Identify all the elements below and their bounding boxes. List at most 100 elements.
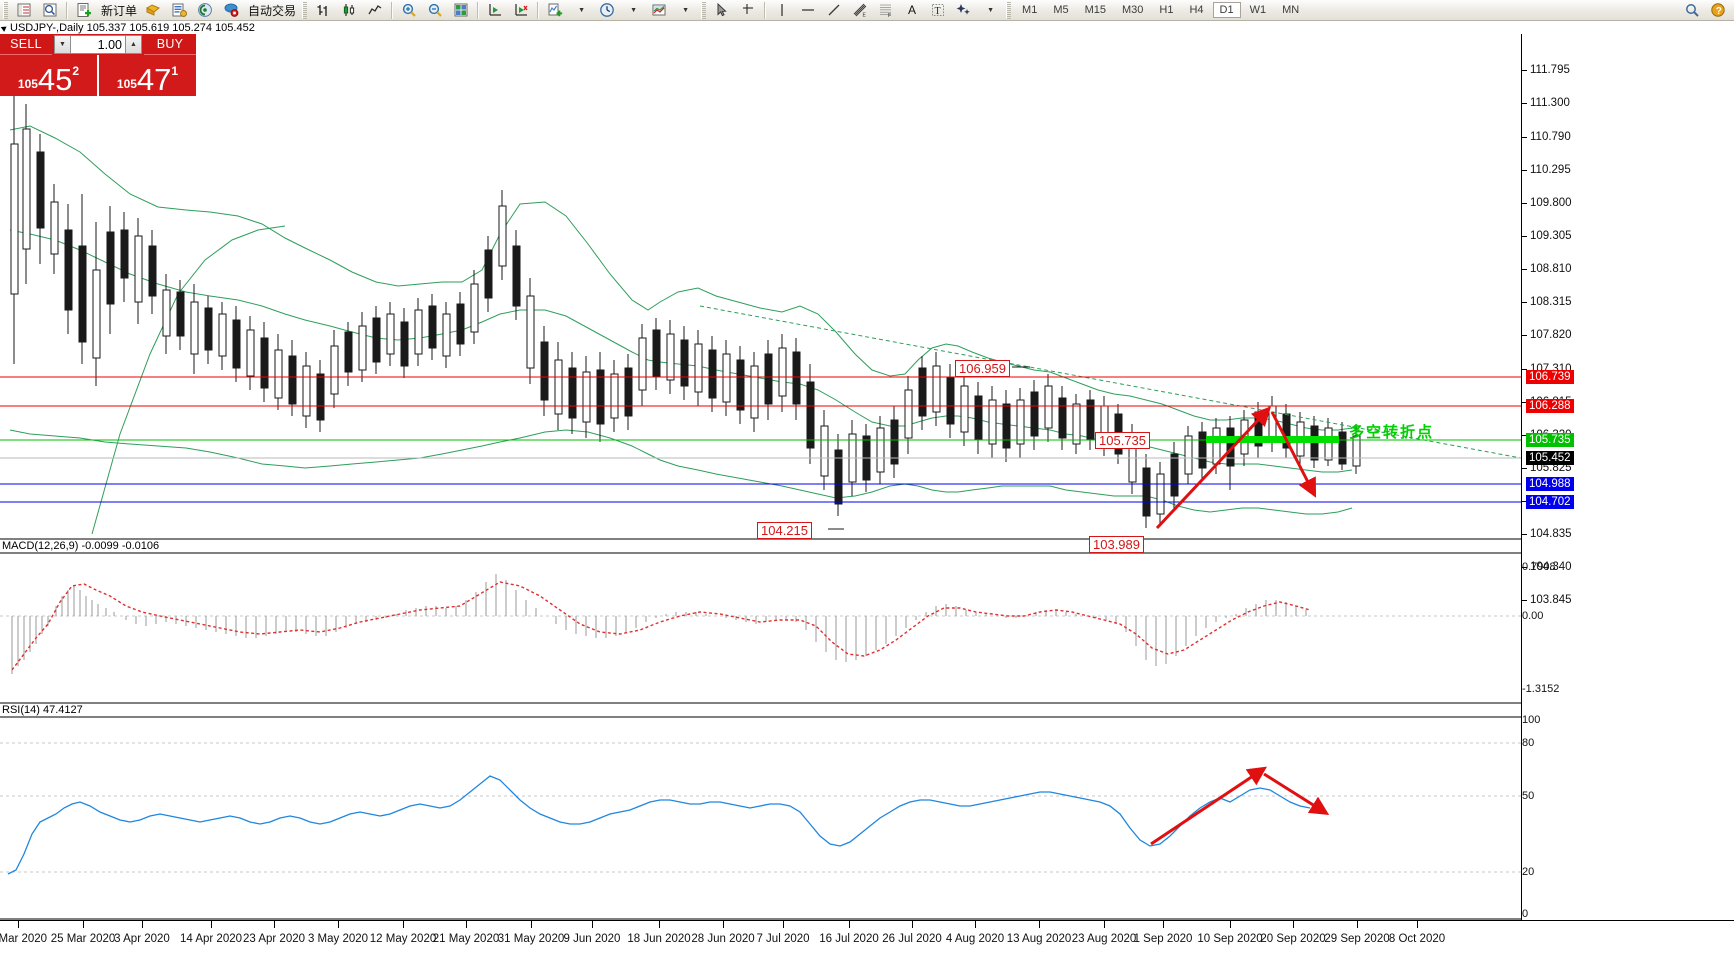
price-axis[interactable]: 111.795 111.300 110.790 110.295 109.800 109.3… <box>1521 34 1734 920</box>
chevron-down-icon: ▼ <box>578 6 585 14</box>
strategy-tester-icon[interactable] <box>167 1 191 20</box>
date-tick <box>1230 921 1231 928</box>
one-click-trading-panel[interactable]: SELL ▼ 1.00 ▲ BUY 105 45 2 105 47 1 <box>0 34 196 96</box>
timeframe-m15[interactable]: M15 <box>1084 4 1106 16</box>
crosshair-icon[interactable] <box>736 1 760 20</box>
price-tick <box>1522 103 1527 104</box>
periods-icon[interactable] <box>595 1 619 20</box>
date-tick-label: 9 Jun 2020 <box>563 933 621 945</box>
metaeditor-icon[interactable] <box>193 1 217 20</box>
zoom-out-icon[interactable] <box>423 1 447 20</box>
fibonacci-icon[interactable]: F <box>874 1 898 20</box>
date-tick-label: 23 Apr 2020 <box>242 933 306 945</box>
date-tick-label: 3 May 2020 <box>307 933 369 945</box>
toolbar-grip-2[interactable] <box>302 1 308 19</box>
chart-price-tag[interactable]: 104.215 <box>757 522 812 539</box>
buy-price-quote[interactable]: 105 47 1 <box>99 55 196 96</box>
timeframe-m30[interactable]: M30 <box>1122 4 1144 16</box>
date-tick <box>975 921 976 928</box>
chart-shift-icon[interactable] <box>483 1 507 20</box>
chevron-down-icon-3: ▼ <box>682 6 689 14</box>
equidistant-channel-icon[interactable]: E <box>848 1 872 20</box>
bar-chart-icon[interactable] <box>311 1 335 20</box>
date-tick-label: 14 Apr 2020 <box>179 933 243 945</box>
search-icon[interactable] <box>1680 1 1704 20</box>
svg-text:F: F <box>888 13 891 18</box>
line-chart-icon[interactable] <box>363 1 387 20</box>
text-label-icon[interactable]: T <box>926 1 950 20</box>
timeframe-h4[interactable]: H4 <box>1189 4 1204 16</box>
expert-advisor-icon[interactable] <box>141 1 165 20</box>
indicators-dropdown-arrow[interactable]: ▼ <box>569 1 593 20</box>
timeframe-h1[interactable]: H1 <box>1159 4 1174 16</box>
chart-price-tag[interactable]: 105.735 <box>1095 432 1150 449</box>
sell-price-quote[interactable]: 105 45 2 <box>0 55 99 96</box>
price-label-last[interactable]: 105.452 <box>1526 451 1574 465</box>
price-tick-label: 109.800 <box>1530 197 1572 209</box>
chart-price-tag[interactable]: 106.959 <box>955 360 1010 377</box>
volume-increase-button[interactable]: ▲ <box>125 35 142 54</box>
volume-input[interactable]: 1.00 <box>71 35 125 54</box>
auto-scroll-icon[interactable] <box>509 1 533 20</box>
shapes-icon[interactable] <box>952 1 976 20</box>
chevron-down-icon-2: ▼ <box>630 6 637 14</box>
price-label-support[interactable]: 105.735 <box>1526 433 1574 447</box>
date-tick <box>723 921 724 928</box>
price-tick-label: 104.835 <box>1530 528 1572 540</box>
timeframe-m5[interactable]: M5 <box>1053 4 1069 16</box>
buy-button[interactable]: BUY <box>144 34 196 55</box>
price-label-level[interactable]: 104.988 <box>1526 477 1574 491</box>
volume-control[interactable]: ▼ 1.00 ▲ <box>52 34 144 55</box>
text-icon[interactable]: A <box>900 1 924 20</box>
date-tick-label: 28 Jun 2020 <box>691 933 755 945</box>
price-tick-label: 108.315 <box>1530 296 1572 308</box>
chart-grid-icon[interactable] <box>449 1 473 20</box>
auto-trading-label[interactable]: 自动交易 <box>245 1 298 20</box>
templates-icon[interactable] <box>647 1 671 20</box>
indicators-icon[interactable] <box>543 1 567 20</box>
timeframe-m1[interactable]: M1 <box>1022 4 1038 16</box>
svg-text:E: E <box>863 13 867 19</box>
chart-symbol-text: USDJPY-,Daily 105.337 105.619 105.274 10… <box>10 21 255 34</box>
horizontal-line-icon[interactable] <box>796 1 820 20</box>
auto-trading-icon[interactable] <box>219 1 243 20</box>
rsi-label: RSI(14) 47.4127 <box>2 704 83 716</box>
templates-dropdown-arrow[interactable]: ▼ <box>673 1 697 20</box>
candlestick-chart-icon[interactable] <box>337 1 361 20</box>
price-label-level[interactable]: 104.702 <box>1526 495 1574 509</box>
vertical-line-icon[interactable] <box>770 1 794 20</box>
cursor-icon[interactable] <box>710 1 734 20</box>
data-window-icon[interactable] <box>38 1 62 20</box>
chart-price-tag[interactable]: 103.989 <box>1089 536 1144 553</box>
date-tick-label: 13 Aug 2020 <box>1006 933 1072 945</box>
price-tick <box>1522 369 1527 370</box>
chart-window[interactable]: USDJPY-,Daily 105.337 105.619 105.274 10… <box>0 21 1734 963</box>
toolbar-grip[interactable] <box>3 1 8 19</box>
market-watch-icon[interactable] <box>12 1 36 20</box>
date-tick <box>1417 921 1418 928</box>
help-icon[interactable]: ? <box>1706 1 1730 20</box>
date-tick-label: 23 Aug 2020 <box>1071 933 1137 945</box>
timeframe-w1[interactable]: W1 <box>1249 4 1267 16</box>
new-order-icon[interactable] <box>72 1 96 20</box>
macd-scale-min: -1.3152 <box>1522 683 1560 695</box>
price-label-resistance[interactable]: 106.288 <box>1526 399 1574 413</box>
zoom-in-icon[interactable] <box>397 1 421 20</box>
one-click-quotes: 105 45 2 105 47 1 <box>0 55 196 96</box>
sell-button[interactable]: SELL <box>0 34 52 55</box>
periods-dropdown-arrow[interactable]: ▼ <box>621 1 645 20</box>
shapes-dropdown-arrow[interactable]: ▼ <box>978 1 1002 20</box>
timeframe-d1[interactable]: D1 <box>1212 2 1241 18</box>
volume-decrease-button[interactable]: ▼ <box>54 35 71 54</box>
chart-plot-area[interactable]: MACD(12,26,9) -0.0099 -0.0106 RSI(14) 47… <box>0 34 1521 920</box>
price-tick-label: 110.790 <box>1530 131 1571 143</box>
timeframe-mn[interactable]: MN <box>1282 4 1300 16</box>
date-tick-label: 12 May 2020 <box>369 933 437 945</box>
price-label-resistance[interactable]: 106.739 <box>1526 370 1574 384</box>
toolbar-grip-3[interactable] <box>701 1 707 19</box>
date-tick-label: 29 Sep 2020 <box>1324 933 1390 945</box>
trendline-icon[interactable] <box>822 1 846 20</box>
toolbar-grip-4[interactable] <box>1006 1 1012 19</box>
new-order-label[interactable]: 新订单 <box>98 1 139 20</box>
